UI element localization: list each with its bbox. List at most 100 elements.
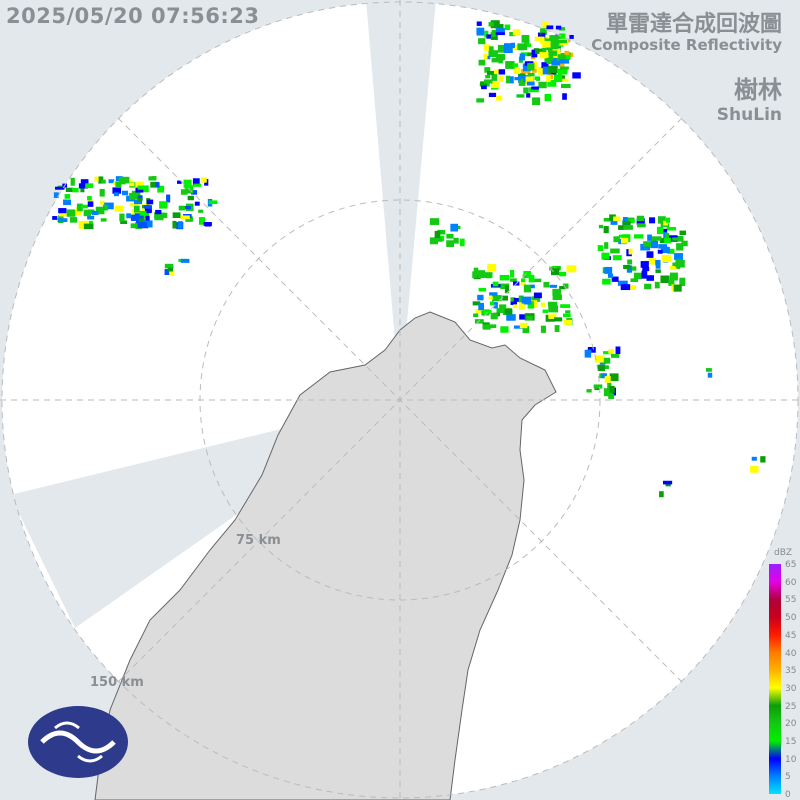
echo-cell bbox=[520, 278, 526, 283]
echo-cell bbox=[192, 178, 200, 186]
echo-cell bbox=[538, 67, 547, 73]
echo-cell bbox=[626, 265, 633, 273]
title-zh: 單雷達合成回波圖 bbox=[605, 12, 782, 37]
echo-cell bbox=[552, 55, 557, 63]
echo-cell bbox=[549, 284, 558, 288]
echo-cell bbox=[751, 456, 757, 461]
echo-cell bbox=[180, 189, 188, 195]
echo-cell bbox=[495, 54, 506, 61]
echo-cell bbox=[64, 194, 71, 199]
echo-cell bbox=[548, 50, 558, 56]
echo-cell bbox=[477, 294, 484, 301]
echo-cell bbox=[551, 60, 561, 66]
blocked-sector-north bbox=[366, 0, 436, 400]
echo-cell bbox=[131, 194, 142, 200]
echo-cell bbox=[484, 67, 491, 73]
echo-cell bbox=[180, 258, 190, 263]
echo-cell bbox=[55, 186, 65, 190]
echo-cell bbox=[505, 61, 515, 69]
echo-cell bbox=[78, 220, 89, 229]
echo-cell bbox=[473, 275, 481, 280]
echo-cell bbox=[518, 78, 526, 86]
legend-tick: 25 bbox=[785, 701, 797, 712]
echo-cell bbox=[180, 215, 190, 220]
echo-cell bbox=[472, 301, 481, 306]
echo-cell bbox=[538, 81, 547, 89]
echo-cell bbox=[623, 264, 631, 269]
echo-cell bbox=[604, 242, 609, 249]
echo-cell bbox=[669, 272, 678, 281]
echo-cell bbox=[644, 283, 652, 290]
echo-cell bbox=[169, 270, 175, 276]
echo-cell bbox=[191, 190, 198, 195]
echo-cell bbox=[636, 215, 645, 222]
echo-cell bbox=[429, 237, 439, 245]
echo-cell bbox=[120, 220, 128, 224]
echo-cell bbox=[648, 257, 656, 265]
echo-cell bbox=[104, 202, 114, 210]
echo-cell bbox=[544, 93, 551, 102]
echo-cell bbox=[498, 75, 504, 82]
echo-cell bbox=[602, 278, 611, 285]
echo-cell bbox=[478, 38, 486, 45]
echo-cell bbox=[142, 220, 153, 228]
echo-cell bbox=[526, 315, 533, 321]
echo-cell bbox=[83, 223, 94, 230]
echo-cell bbox=[532, 278, 542, 283]
legend-tick: 15 bbox=[785, 737, 797, 747]
echo-cell bbox=[510, 42, 515, 48]
echo-cell bbox=[558, 78, 569, 82]
echo-cell bbox=[480, 81, 488, 86]
echo-cell bbox=[542, 21, 549, 28]
legend-tick: 0 bbox=[785, 790, 791, 800]
echo-cell bbox=[597, 245, 604, 251]
range-label-75: 75 km bbox=[236, 533, 281, 548]
echo-cell bbox=[650, 240, 659, 249]
echo-cell bbox=[474, 319, 484, 324]
echo-cell bbox=[478, 59, 486, 66]
echo-cell bbox=[620, 284, 631, 291]
legend-tick: 5 bbox=[785, 772, 791, 783]
echo-cell bbox=[446, 240, 455, 248]
echo-cell bbox=[527, 301, 534, 309]
echo-cell bbox=[553, 74, 563, 82]
echo-cell bbox=[483, 53, 488, 60]
echo-cell bbox=[504, 308, 513, 315]
echo-cell bbox=[493, 302, 498, 309]
echo-cell bbox=[641, 270, 648, 279]
echo-cell bbox=[486, 34, 493, 39]
echo-cell bbox=[618, 234, 624, 238]
echo-cell bbox=[559, 271, 567, 277]
agency-logo bbox=[28, 706, 128, 778]
echo-cell bbox=[607, 273, 614, 278]
echo-cell bbox=[102, 204, 109, 211]
echo-cell bbox=[598, 224, 604, 229]
echo-cell bbox=[603, 226, 609, 234]
echo-cell bbox=[533, 292, 542, 299]
echo-cell bbox=[101, 179, 106, 184]
echo-cell bbox=[487, 324, 497, 329]
echo-cell bbox=[80, 179, 89, 187]
echo-cell bbox=[85, 183, 94, 189]
echo-cell bbox=[546, 75, 551, 83]
echo-cell bbox=[521, 34, 530, 43]
echo-cell bbox=[489, 301, 494, 306]
echo-cell bbox=[609, 385, 615, 393]
echo-cell bbox=[672, 237, 678, 241]
range-label-150: 150 km bbox=[90, 675, 144, 690]
legend-tick: 55 bbox=[785, 595, 797, 606]
echo-cell bbox=[178, 205, 186, 211]
echo-cell bbox=[662, 480, 673, 485]
echo-cell bbox=[497, 44, 508, 53]
legend-tick: 60 bbox=[785, 577, 797, 588]
echo-cell bbox=[475, 309, 482, 314]
echo-cell bbox=[510, 301, 518, 305]
echo-cell bbox=[537, 32, 543, 40]
echo-cell bbox=[114, 188, 119, 195]
echo-cell bbox=[569, 34, 574, 39]
echo-cell bbox=[94, 176, 99, 182]
echo-cell bbox=[208, 200, 218, 205]
echo-cell bbox=[522, 326, 530, 334]
echo-cell bbox=[516, 94, 525, 98]
